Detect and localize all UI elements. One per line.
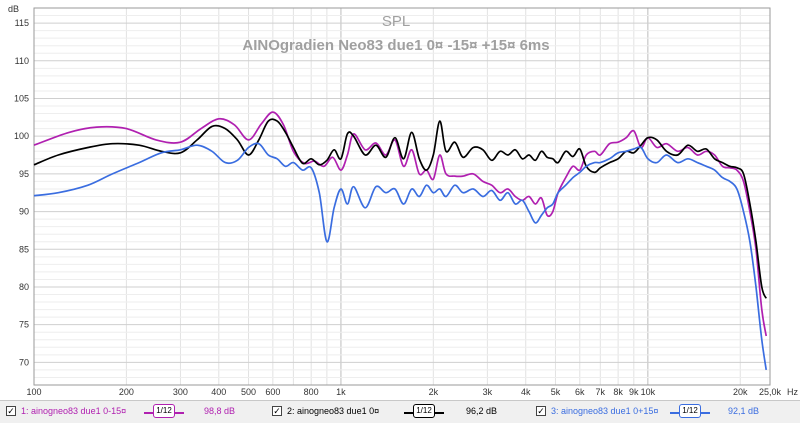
x-tick-label: 1k — [336, 387, 346, 397]
y-tick-label: 90 — [19, 207, 29, 217]
legend-label-1: 1: ainogneo83 due1 0-15¤ — [21, 406, 127, 416]
legend-bar: ✓ 1: ainogneo83 due1 0-15¤ 1/12 98,8 dB … — [0, 400, 800, 423]
y-axis-label: dB — [8, 4, 19, 14]
legend-item-1[interactable]: ✓ 1: ainogneo83 due1 0-15¤ 1/12 98,8 dB — [6, 404, 246, 420]
y-tick-label: 80 — [19, 282, 29, 292]
series-line-3 — [33, 142, 768, 371]
x-tick-label: 2k — [429, 387, 439, 397]
plot-frame — [33, 7, 771, 386]
x-tick-label: 8k — [613, 387, 623, 397]
x-tick-label: 6k — [575, 387, 585, 397]
x-tick-label: 800 — [304, 387, 319, 397]
x-tick-label: 25,0k — [759, 387, 782, 397]
legend-item-2[interactable]: ✓ 2: ainogneo83 due1 0¤ 1/12 96,2 dB — [272, 404, 512, 420]
x-tick-label: 500 — [241, 387, 256, 397]
legend-label-2: 2: ainogneo83 due1 0¤ — [287, 406, 380, 416]
legend-checkbox-3[interactable]: ✓ — [536, 406, 546, 416]
x-tick-label: 10k — [641, 387, 656, 397]
y-tick-label: 95 — [19, 169, 29, 179]
x-tick-label: 20k — [733, 387, 748, 397]
legend-checkbox-1[interactable]: ✓ — [6, 406, 16, 416]
x-tick-label: 5k — [551, 387, 561, 397]
x-tick-label: 9k — [629, 387, 639, 397]
y-tick-label: 75 — [19, 320, 29, 330]
x-tick-label: 200 — [119, 387, 134, 397]
legend-value-3: 92,1 dB — [728, 406, 760, 416]
legend-smoothing-1[interactable]: 1/12 — [153, 404, 175, 418]
legend-value-1: 98,8 dB — [204, 406, 236, 416]
y-tick-label: 70 — [19, 357, 29, 367]
chart-title: SPL — [382, 13, 410, 30]
x-tick-label: 100 — [26, 387, 41, 397]
grid-layer — [33, 8, 770, 385]
series-layer — [33, 111, 768, 371]
legend-smoothing-3[interactable]: 1/12 — [679, 404, 701, 418]
x-tick-label: 4k — [521, 387, 531, 397]
y-tick-label: 110 — [15, 56, 29, 66]
legend-smoothing-2[interactable]: 1/12 — [413, 404, 435, 418]
legend-item-3[interactable]: ✓ 3: ainogneo83 due1 0+15¤ 1/12 92,1 dB — [536, 404, 794, 420]
x-tick-label: 300 — [173, 387, 188, 397]
axis-layer: 70 75 80 85 90 95 100 105 110 115 100 200 300 400 500 6… — [14, 7, 782, 397]
x-tick-label: 3k — [483, 387, 493, 397]
x-tick-label: 7k — [596, 387, 606, 397]
legend-value-2: 96,2 dB — [466, 406, 498, 416]
series-line-2 — [33, 118, 767, 299]
x-axis-unit: Hz — [787, 387, 798, 397]
legend-label-3: 3: ainogneo83 due1 0+15¤ — [551, 406, 659, 416]
y-tick-label: 100 — [14, 131, 29, 141]
x-tick-label: 600 — [265, 387, 280, 397]
spl-chart-area: 70 75 80 85 90 95 100 105 110 115 100 200 300 400 500 6… — [8, 4, 799, 397]
x-tick-label: 400 — [211, 387, 226, 397]
y-tick-label: 115 — [15, 18, 29, 28]
series-line-1 — [33, 111, 768, 337]
y-tick-label: 105 — [14, 93, 29, 103]
spl-chart: 70 75 80 85 90 95 100 105 110 115 100 200 300 400 500 6… — [8, 4, 799, 397]
chart-subtitle: AINOgradien Neo83 due1 0¤ -15¤ +15¤ 6ms — [242, 37, 549, 54]
legend-checkbox-2[interactable]: ✓ — [272, 406, 282, 416]
y-tick-label: 85 — [19, 244, 29, 254]
